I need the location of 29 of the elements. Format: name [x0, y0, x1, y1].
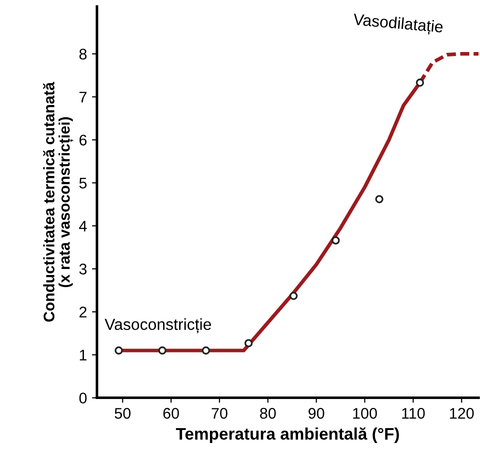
- y-axis-title: Conductivitatea termică cutanată (x rata vasoconstricției): [43, 82, 74, 322]
- y-tick-label: 7: [80, 92, 86, 102]
- x-tick-label: 60: [163, 408, 179, 419]
- x-axis-title: Temperatura ambientală (°F): [176, 427, 399, 444]
- y-tick-label: 2: [80, 306, 86, 318]
- x-tick-label: 100: [353, 408, 377, 419]
- annotation: Vasodilatație: [352, 13, 444, 36]
- y-tick-label: 5: [79, 178, 87, 189]
- point: [332, 236, 340, 245]
- y-tick-label: 3: [79, 264, 87, 275]
- point: [114, 346, 123, 355]
- x-tick-label: 90: [308, 408, 324, 419]
- x-tick-label: 70: [212, 408, 228, 419]
- y-tick-label: 8: [79, 48, 87, 60]
- point: [244, 339, 253, 348]
- x-tick-label: 50: [114, 408, 131, 419]
- x-tick-label: 80: [260, 408, 276, 419]
- y-tick-label: 0: [79, 392, 87, 404]
- y-tick-label: 1: [80, 350, 86, 360]
- point: [416, 78, 424, 87]
- point: [375, 195, 384, 204]
- x-tick-label: 110: [402, 408, 425, 419]
- point: [289, 292, 298, 300]
- y-tick-label: 4: [79, 220, 87, 232]
- point: [158, 346, 166, 355]
- y-tick-label: 6: [80, 134, 87, 146]
- x-tick-label: 120: [450, 408, 474, 419]
- point: [202, 346, 210, 355]
- annotation: Vasoconstricție: [104, 318, 212, 334]
